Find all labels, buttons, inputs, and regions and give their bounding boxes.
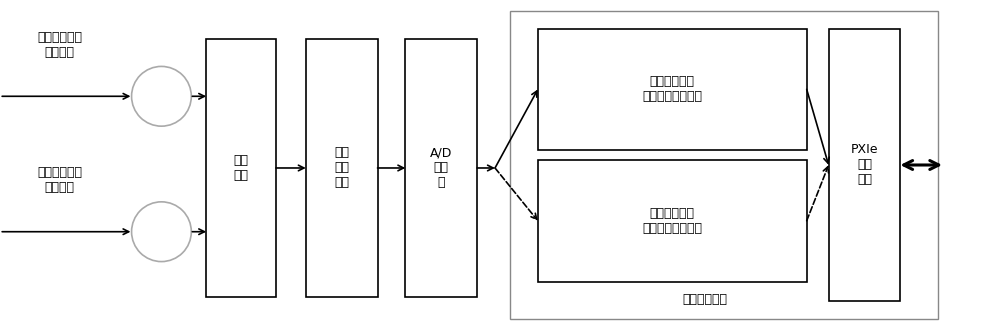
Circle shape [132, 202, 191, 262]
Bar [510, 10, 938, 319]
Bar [538, 29, 807, 150]
Text: A/D
转换
器: A/D 转换 器 [430, 147, 452, 190]
Text: PXIe
总线
接口: PXIe 总线 接口 [851, 143, 878, 187]
Text: 信号
调理
电路: 信号 调理 电路 [334, 147, 349, 190]
Text: 时域数字化仪
输入端口: 时域数字化仪 输入端口 [37, 166, 82, 194]
Bar [206, 38, 276, 297]
Text: 端口
选择: 端口 选择 [234, 154, 249, 182]
Bar [829, 29, 900, 301]
Text: 中频数字化仪
输入端口: 中频数字化仪 输入端口 [37, 31, 82, 58]
Bar [306, 38, 378, 297]
Text: 数字处理单元: 数字处理单元 [683, 293, 728, 306]
Text: 时域数字化仪
数字信号处理通道: 时域数字化仪 数字信号处理通道 [642, 207, 702, 235]
Circle shape [132, 66, 191, 126]
Text: 中频数字化仪
数字信号处理通道: 中频数字化仪 数字信号处理通道 [642, 75, 702, 103]
Bar [538, 160, 807, 281]
Bar [405, 38, 477, 297]
